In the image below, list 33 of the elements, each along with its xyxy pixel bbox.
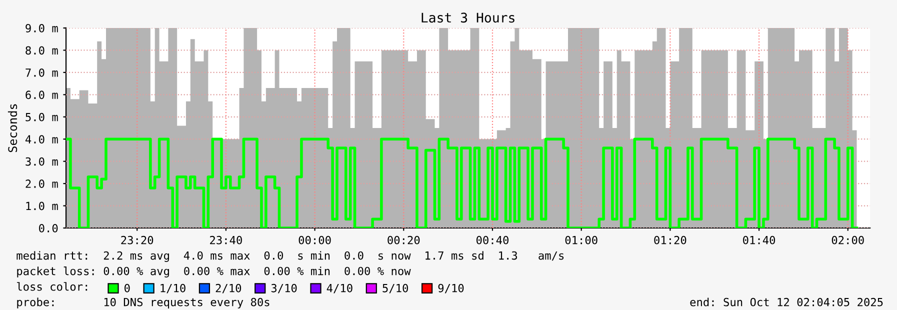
x-tick-label: 01:40 — [743, 236, 776, 244]
legend-label: 0 — [124, 284, 130, 292]
text: end: Sun Oct 12 02:04:05 2025 — [690, 298, 883, 306]
chart-title: Last 3 Hours — [422, 12, 514, 23]
legend-title: loss color: — [17, 282, 88, 291]
y-tick-label: 7.0 m — [26, 68, 58, 77]
x-tick-label: 01:00 — [565, 236, 598, 244]
x-tick-label: 00:00 — [298, 236, 331, 244]
y-tick-label: 8.0 m — [26, 46, 58, 55]
x-tick-label: 00:40 — [476, 236, 508, 244]
legend-label: 3/10 — [271, 284, 297, 294]
x-tick-label: 23:40 — [210, 236, 242, 244]
legend-label: 9/10 — [438, 284, 464, 294]
y-tick-label: 5.0 m — [26, 112, 58, 122]
text: probe: 10 DNS requests every 80s — [17, 298, 270, 308]
x-tick-label: 00:20 — [388, 236, 420, 244]
text: packet loss: 0.00 % avg 0.00 % max 0.00 % min 0.00 % now — [17, 266, 411, 278]
y-tick-label: 3.0 m — [26, 157, 58, 166]
y-tick-label: 2.0 m — [26, 180, 58, 188]
x-tick-label: 23:20 — [121, 236, 154, 244]
y-axis-title: Seconds — [8, 104, 18, 152]
y-tick-label: 6.0 m — [26, 90, 58, 100]
legend-label: 5/10 — [382, 284, 408, 294]
legend-label: 2/10 — [216, 284, 242, 294]
legend-label: 1/10 — [160, 284, 186, 294]
legend-label: 4/10 — [326, 284, 352, 294]
text: median rtt: 2.2 ms avg 4.0 ms max 0.0 s min 0.0 s now 1.7 ms sd 1.3 am/s — [16, 251, 564, 262]
x-tick-label: 01:20 — [654, 236, 686, 244]
y-tick-label: 0.0 — [39, 224, 58, 232]
y-tick-label: 4.0 m — [25, 135, 58, 144]
x-tick-label: 02:00 — [832, 236, 864, 244]
y-tick-label: 9.0 m — [26, 24, 58, 32]
y-tick-label: 1.0 m — [26, 202, 58, 210]
